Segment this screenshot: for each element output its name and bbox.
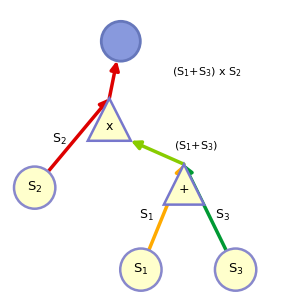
Text: S$_1$: S$_1$ <box>133 262 149 277</box>
Circle shape <box>14 167 55 209</box>
Text: (S$_1$+S$_3$) x S$_2$: (S$_1$+S$_3$) x S$_2$ <box>173 65 242 79</box>
Circle shape <box>101 21 140 61</box>
Text: S$_2$: S$_2$ <box>27 180 42 195</box>
Text: S$_1$: S$_1$ <box>139 208 154 223</box>
Circle shape <box>120 249 161 291</box>
Circle shape <box>215 249 256 291</box>
Text: (S$_1$+S$_3$): (S$_1$+S$_3$) <box>174 140 218 153</box>
Text: S$_3$: S$_3$ <box>215 208 230 223</box>
Text: x: x <box>106 120 113 133</box>
Text: S$_3$: S$_3$ <box>228 262 243 277</box>
Polygon shape <box>88 98 131 141</box>
Polygon shape <box>164 164 204 205</box>
Text: S$_2$: S$_2$ <box>52 132 66 147</box>
Text: +: + <box>179 184 189 196</box>
